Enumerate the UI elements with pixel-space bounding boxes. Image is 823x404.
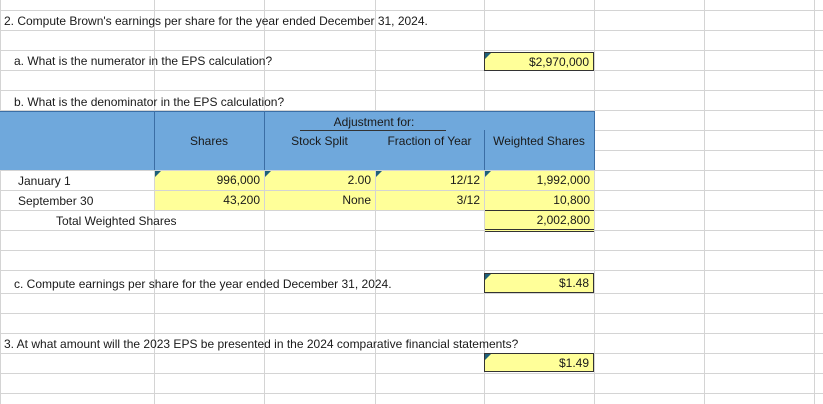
part-b-label: b. What is the denominator in the EPS ca… xyxy=(14,95,285,109)
stock-split-header: Stock Split xyxy=(291,134,348,148)
split-cell-sep[interactable]: None xyxy=(265,191,375,210)
numerator-answer: $2,970,000 xyxy=(528,55,589,69)
row-date-sep: September 30 xyxy=(18,194,94,208)
split-cell-jan[interactable]: 2.00 xyxy=(265,171,375,190)
cell-marker-icon xyxy=(376,171,382,177)
adjustment-for-header: Adjustment for: xyxy=(333,115,415,129)
row-date-jan: January 1 xyxy=(18,174,71,188)
cell-marker-icon xyxy=(485,171,491,177)
total-weighted-cell[interactable]: 2,002,800 xyxy=(485,211,594,232)
sum-line xyxy=(485,210,594,211)
weighted-cell-jan[interactable]: 1,992,000 xyxy=(485,171,594,190)
weighted-shares-header: Weighted Shares xyxy=(493,134,585,148)
fraction-cell-jan[interactable]: 12/12 xyxy=(376,171,484,190)
eps-2023-answer-cell[interactable]: $1.49 xyxy=(484,353,594,372)
q3-title: 3. At what amount will the 2023 EPS be p… xyxy=(4,337,519,351)
shares-cell-sep[interactable]: 43,200 xyxy=(155,191,264,210)
weighted-cell-sep[interactable]: 10,800 xyxy=(485,191,594,210)
cell-marker-icon xyxy=(485,274,491,280)
part-a-label: a. What is the numerator in the EPS calc… xyxy=(14,54,273,68)
cell-marker-icon xyxy=(155,171,161,177)
q2-title: 2. Compute Brown's earnings per share fo… xyxy=(4,14,428,28)
eps-answer: $1.48 xyxy=(558,276,589,290)
fraction-of-year-header: Fraction of Year xyxy=(387,134,472,148)
shares-cell-jan[interactable]: 996,000 xyxy=(155,171,264,190)
total-weighted-value: 2,002,800 xyxy=(536,213,590,227)
total-label: Total Weighted Shares xyxy=(56,214,177,228)
cell-marker-icon xyxy=(485,354,491,360)
eps-2023-answer: $1.49 xyxy=(558,356,589,370)
table-header-band xyxy=(0,111,594,170)
adjustment-underline xyxy=(300,130,446,131)
cell-marker-icon xyxy=(265,171,271,177)
cell-marker-icon xyxy=(485,53,491,59)
eps-answer-cell[interactable]: $1.48 xyxy=(484,273,594,293)
fraction-cell-sep[interactable]: 3/12 xyxy=(376,191,484,210)
numerator-answer-cell[interactable]: $2,970,000 xyxy=(484,52,594,71)
shares-header: Shares xyxy=(189,134,229,148)
part-c-label: c. Compute earnings per share for the ye… xyxy=(14,277,392,291)
